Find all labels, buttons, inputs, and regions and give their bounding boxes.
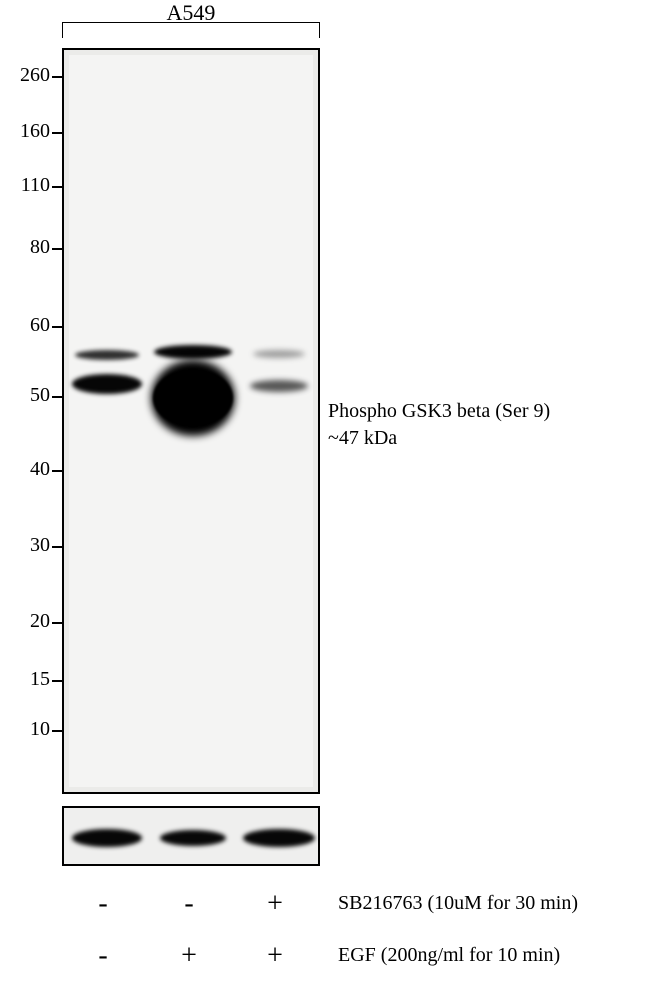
mw-label: 10 [0,718,50,741]
treatment-label: EGF (200ng/ml for 10 min) [338,944,560,967]
loading-blot-frame [62,806,320,866]
minus-sign: - [148,888,230,920]
treatment-row: --+SB216763 (10uM for 30 min) [62,888,632,922]
mw-label: 260 [0,64,50,87]
annotation-line-2: ~47 kDa [328,425,550,452]
mw-tick [52,76,62,78]
mw-tick [52,248,62,250]
loading-blot-svg [64,808,318,864]
annotation-line-1: Phospho GSK3 beta (Ser 9) [328,398,550,425]
minus-sign: - [62,940,144,972]
mw-tick [52,132,62,134]
western-blot-figure: A549 2601601108060504030201510 Phospho G… [0,0,650,1000]
treatment-label: SB216763 (10uM for 30 min) [338,892,578,915]
main-blot-svg [64,50,318,792]
plus-sign: + [148,940,230,972]
mw-label: 30 [0,534,50,557]
mw-label: 15 [0,668,50,691]
mw-label: 20 [0,610,50,633]
mw-tick [52,186,62,188]
mw-label: 80 [0,236,50,259]
band-annotation: Phospho GSK3 beta (Ser 9) ~47 kDa [328,398,550,452]
mw-tick [52,622,62,624]
mw-tick [52,680,62,682]
plus-sign: + [234,940,316,972]
plus-sign: + [234,888,316,920]
mw-label: 60 [0,314,50,337]
sample-bracket [62,22,320,38]
main-blot-frame [62,48,320,794]
mw-label: 110 [0,174,50,197]
mw-tick [52,326,62,328]
mw-label: 40 [0,458,50,481]
mw-tick [52,730,62,732]
mw-tick [52,546,62,548]
mw-label: 160 [0,120,50,143]
mw-tick [52,470,62,472]
mw-label: 50 [0,384,50,407]
mw-tick [52,396,62,398]
treatment-row: -++EGF (200ng/ml for 10 min) [62,940,632,974]
minus-sign: - [62,888,144,920]
